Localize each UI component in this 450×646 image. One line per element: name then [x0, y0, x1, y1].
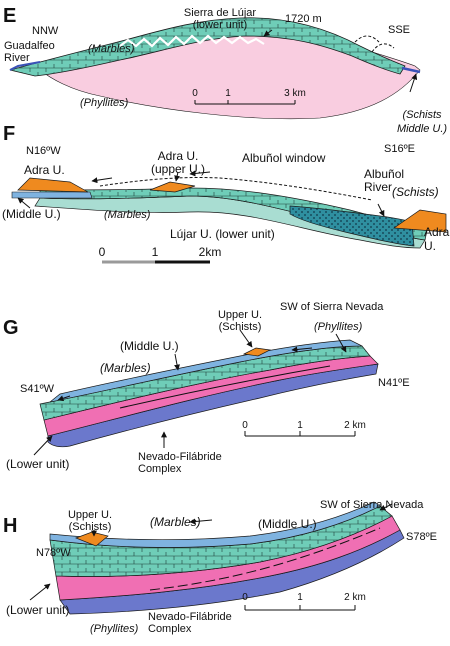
- label-marbles-h: (Marbles): [150, 515, 201, 529]
- panel-h: H SW of Sierra Nevada Upper U. (Schists) …: [3, 499, 437, 635]
- label-s16e: S16ºE: [384, 143, 415, 155]
- marbles-brick-pattern: [10, 17, 405, 76]
- label-sierra-lujar: Sierra de Lújar (lower unit): [184, 7, 256, 31]
- label-adra-left: Adra U.: [24, 163, 65, 177]
- elevation-pointer: [263, 29, 273, 37]
- middle-u-pointer: [17, 197, 31, 209]
- dark-dotted-marbles-pattern: [290, 206, 414, 246]
- thrust-trace-h: [149, 527, 381, 591]
- label-guadalfeo-river: Guadalfeo River: [4, 40, 55, 64]
- scale-h-tick-2: 2 km: [344, 592, 366, 603]
- label-elevation: 1720 m: [285, 13, 322, 25]
- scale-bar-e: 0 1 3 km: [192, 88, 306, 105]
- label-s78e: S78ºE: [406, 531, 437, 543]
- schist-sliver: [401, 66, 421, 74]
- label-n41e: N41ºE: [378, 377, 410, 389]
- label-upper-schists-h: Upper U. (Schists): [68, 509, 112, 533]
- lower-unit-g-pointer: [33, 435, 53, 456]
- shear-arrow-g1: [291, 346, 313, 353]
- label-adra-right: Adra U.: [424, 225, 450, 253]
- dashed-trace-1: [354, 35, 380, 43]
- label-nevado-h: Nevado-Filábride Complex: [148, 611, 232, 635]
- scale-bar-h: 0 1 2 km: [242, 592, 366, 611]
- marbles-g-pattern: [40, 346, 370, 420]
- thrust-trace-f: [99, 176, 373, 201]
- scale-g-tick-0: 0: [242, 420, 248, 431]
- label-s41w: S41ºW: [20, 383, 55, 395]
- scale-f-tick-2: 2km: [199, 245, 222, 259]
- label-albunol-river: Albuñol River: [364, 167, 404, 194]
- label-n78w: N78ºW: [36, 547, 71, 559]
- label-marbles-g: (Marbles): [100, 361, 151, 375]
- label-marbles: (Marbles): [88, 43, 135, 55]
- label-phyllites-h: (Phyllites): [90, 623, 139, 635]
- panel-g: G Upper U. (Schists) SW of Sierra Nevada …: [3, 301, 410, 475]
- scale-h-tick-0: 0: [242, 592, 248, 603]
- scale-f-tick-1: 1: [152, 245, 159, 259]
- scale-f-tick-0: 0: [99, 245, 106, 259]
- label-lujar-unit: Lújar U. (lower unit): [170, 227, 275, 241]
- label-lower-unit-h: (Lower unit): [6, 603, 69, 617]
- upper-schists-h: [75, 531, 109, 547]
- label-phyllites: (Phyllites): [80, 97, 129, 109]
- schists-pointer: [409, 73, 418, 93]
- lower-unit-h-pointer: [29, 583, 51, 601]
- label-nnw: NNW: [32, 25, 59, 37]
- middle-u-g-pointer: [174, 353, 180, 371]
- scale-bar-f: 0 1 2km: [99, 245, 222, 264]
- dashed-trace-2: [371, 43, 395, 53]
- adra-schists-left: [17, 177, 89, 193]
- label-adra-upper: Adra U. (upper U.): [151, 149, 205, 176]
- label-middle-u: (Middle U.): [2, 207, 61, 221]
- label-phyllites-g: (Phyllites): [314, 321, 363, 333]
- panel-letter-g: G: [3, 317, 19, 339]
- scale-e-tick-1: 1: [225, 88, 231, 99]
- panel-letter-h: H: [3, 515, 17, 537]
- marbles-h-pattern: [50, 506, 392, 577]
- scale-g-tick-2: 2 km: [344, 420, 366, 431]
- label-schists-middle: (Schists Middle U.): [397, 109, 447, 135]
- label-upper-schists-g: Upper U. (Schists): [218, 309, 262, 333]
- scale-e-tick-2: 3 km: [284, 88, 306, 99]
- shear-arrow-f2: [189, 170, 211, 177]
- label-middle-u-g: (Middle U.): [120, 339, 179, 353]
- label-middle-u-h: (Middle U.): [258, 517, 317, 531]
- label-schists-f: (Schists): [392, 185, 439, 199]
- shear-arrow-h2: [189, 518, 213, 525]
- middle-unit-left-strip: [11, 191, 93, 199]
- adra-upper-pointer: [174, 171, 181, 182]
- label-albunol-window: Albuñol window: [242, 151, 326, 165]
- label-sse: SSE: [388, 24, 410, 36]
- adra-schists-upper: [149, 181, 196, 193]
- label-n16w: N16ºW: [26, 145, 61, 157]
- adra-schists-right: [392, 209, 447, 233]
- thrust-trace-g: [119, 365, 331, 409]
- upper-schists-g-pointer: [239, 329, 253, 348]
- folded-marbles-top: [119, 34, 265, 48]
- label-sw-sierra-h: SW of Sierra Nevada: [320, 499, 424, 511]
- label-marbles-f: (Marbles): [104, 209, 151, 221]
- panel-f: F N16ºW Adra U. Adra U. (upper U.) Albuño…: [2, 123, 450, 264]
- scale-g-tick-1: 1: [297, 420, 303, 431]
- scale-e-tick-0: 0: [192, 88, 198, 99]
- basal-contact: [9, 61, 41, 71]
- panel-e: E NNW Guadalfeo River (Marbles) (Phyllite…: [3, 5, 447, 135]
- albunol-river-pointer: [377, 203, 385, 217]
- shear-arrow-f1: [91, 177, 113, 184]
- scale-bar-g: 0 1 2 km: [242, 420, 366, 437]
- shear-arrow-h1: [379, 503, 393, 511]
- shear-arrow-g2: [57, 395, 71, 402]
- panel-letter-f: F: [3, 123, 15, 145]
- upper-schists-g: [242, 347, 272, 357]
- label-sw-sierra-g: SW of Sierra Nevada: [280, 301, 384, 313]
- label-lower-unit-g: (Lower unit): [6, 457, 69, 471]
- scale-h-tick-1: 1: [297, 592, 303, 603]
- label-nevado-g: Nevado-Filábride Complex: [138, 451, 222, 475]
- panel-letter-e: E: [3, 5, 16, 27]
- phyllites-g-pointer: [335, 333, 347, 353]
